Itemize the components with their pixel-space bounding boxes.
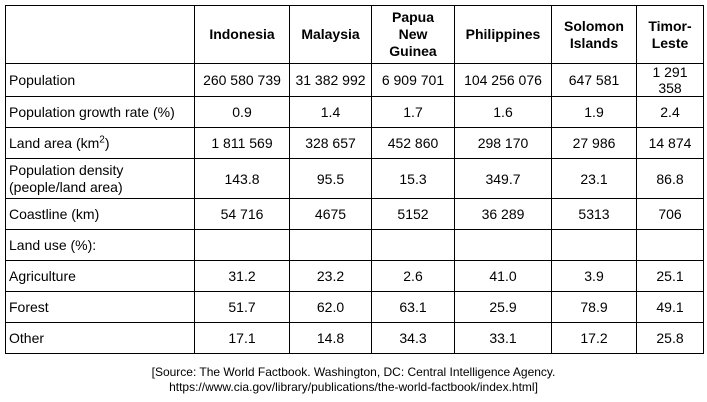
table-cell: 647 581 (551, 63, 637, 97)
table-cell: 14.8 (289, 322, 372, 354)
table-cell: 86.8 (636, 158, 704, 199)
row-land-use: Land use (%): (5, 229, 704, 261)
table-cell: 5152 (371, 198, 455, 230)
source-citation: [Source: The World Factbook. Washington,… (0, 365, 707, 395)
table-cell: 95.5 (289, 158, 372, 199)
col-header-solomon-islands: Solomon Islands (551, 5, 637, 64)
table-cell: 27 986 (551, 127, 637, 159)
source-url: https://www.cia.gov/library/publications… (169, 380, 538, 394)
row-label-line: (people/land area) (9, 178, 123, 195)
header-line: Timor- (648, 17, 692, 34)
table-cell: 33.1 (454, 322, 552, 354)
table-cell: 63.1 (371, 291, 455, 323)
table-cell: 41.0 (454, 260, 552, 292)
table-cell: 1 291 358 (636, 63, 704, 97)
row-label: Population (5, 63, 195, 97)
row-label: Land use (%): (5, 229, 195, 261)
row-label: Land area (km2) (5, 127, 195, 159)
header-line: New (398, 26, 428, 42)
table-cell: 51.7 (194, 291, 290, 323)
row-agriculture: Agriculture 31.2 23.2 2.6 41.0 3.9 25.1 (5, 260, 704, 292)
header-corner-cell (5, 5, 195, 64)
header-line: Papua (391, 9, 434, 25)
table-cell: 36 289 (454, 198, 552, 230)
header-line: Solomon (564, 17, 624, 34)
table-cell: 31 382 992 (289, 63, 372, 97)
table-cell: 25.9 (454, 291, 552, 323)
table-cell: 1 811 569 (194, 127, 290, 159)
table-cell: 6 909 701 (371, 63, 455, 97)
header-line: Philippines (465, 26, 541, 42)
table-cell: 62.0 (289, 291, 372, 323)
row-label: Agriculture (5, 260, 195, 292)
source-line: [Source: The World Factbook. Washington,… (151, 365, 556, 379)
table-cell: 1.6 (454, 96, 552, 128)
row-label: Population growth rate (%) (5, 96, 195, 128)
row-label: Population density (people/land area) (5, 158, 195, 199)
table-cell: 0.9 (194, 96, 290, 128)
row-land-area: Land area (km2) 1 811 569 328 657 452 86… (5, 127, 704, 159)
header-line: Malaysia (301, 26, 360, 42)
table-cell: 298 170 (454, 127, 552, 159)
row-coastline: Coastline (km) 54 716 4675 5152 36 289 5… (5, 198, 704, 230)
table-cell: 23.1 (551, 158, 637, 199)
table-cell (194, 229, 290, 261)
row-label-suffix: ) (104, 134, 110, 151)
row-label: Other (5, 322, 195, 354)
table-cell: 349.7 (454, 158, 552, 199)
table-cell: 14 874 (636, 127, 704, 159)
col-header-indonesia: Indonesia (194, 5, 290, 64)
table-cell: 104 256 076 (454, 63, 552, 97)
row-population: Population 260 580 739 31 382 992 6 909 … (5, 63, 704, 97)
table-cell: 15.3 (371, 158, 455, 199)
superscript: 2 (99, 133, 105, 145)
table-cell: 1.4 (289, 96, 372, 128)
header-line: Indonesia (209, 26, 275, 42)
header-line: Leste (651, 34, 689, 51)
header-line: Guinea (389, 43, 437, 59)
table-cell: 25.8 (636, 322, 704, 354)
col-header-papua-new-guinea: Papua New Guinea (371, 5, 455, 64)
table-cell (551, 229, 637, 261)
table-cell: 2.6 (371, 260, 455, 292)
table-cell: 1.7 (371, 96, 455, 128)
table-cell: 3.9 (551, 260, 637, 292)
table-cell (371, 229, 455, 261)
table-cell: 31.2 (194, 260, 290, 292)
table-cell: 17.2 (551, 322, 637, 354)
table-cell: 49.1 (636, 291, 704, 323)
table-cell: 260 580 739 (194, 63, 290, 97)
row-population-growth-rate: Population growth rate (%) 0.9 1.4 1.7 1… (5, 96, 704, 128)
row-label-text: Land area (km (9, 134, 100, 151)
table-cell (454, 229, 552, 261)
row-label: Coastline (km) (5, 198, 195, 230)
table-cell: 706 (636, 198, 704, 230)
table-cell: 2.4 (636, 96, 704, 128)
table-cell: 1.9 (551, 96, 637, 128)
row-label: Forest (5, 291, 195, 323)
header-line: Islands (569, 34, 619, 51)
col-header-malaysia: Malaysia (289, 5, 372, 64)
table-cell (289, 229, 372, 261)
table-cell: 17.1 (194, 322, 290, 354)
table-cell: 34.3 (371, 322, 455, 354)
row-other: Other 17.1 14.8 34.3 33.1 17.2 25.8 (5, 322, 704, 354)
table-cell: 78.9 (551, 291, 637, 323)
row-forest: Forest 51.7 62.0 63.1 25.9 78.9 49.1 (5, 291, 704, 323)
statistics-table: Indonesia Malaysia Papua New Guinea Philip… (5, 5, 704, 354)
table-cell: 54 716 (194, 198, 290, 230)
col-header-timor-leste: Timor- Leste (636, 5, 704, 64)
row-population-density: Population density (people/land area) 143… (5, 158, 704, 199)
col-header-philippines: Philippines (454, 5, 552, 64)
table-cell (636, 229, 704, 261)
table-cell: 143.8 (194, 158, 290, 199)
header-row: Indonesia Malaysia Papua New Guinea Philip… (5, 5, 704, 64)
table-cell: 4675 (289, 198, 372, 230)
table-cell: 452 860 (371, 127, 455, 159)
table-cell: 5313 (551, 198, 637, 230)
table-cell: 25.1 (636, 260, 704, 292)
table-cell: 23.2 (289, 260, 372, 292)
table-cell: 328 657 (289, 127, 372, 159)
row-label-line: Population density (9, 161, 124, 178)
